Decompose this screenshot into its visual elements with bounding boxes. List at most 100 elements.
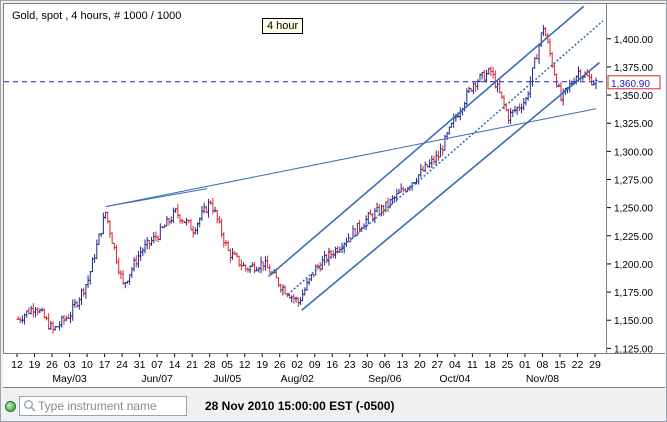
ohlc-bar — [294, 296, 298, 303]
x-month-label: Aug/02 — [281, 373, 314, 385]
ohlc-bar — [498, 78, 502, 94]
ohlc-bar — [58, 321, 62, 331]
ohlc-bar — [533, 57, 537, 69]
x-tick-label: 10 — [81, 359, 93, 371]
y-tick-label: 1,375.00 — [614, 63, 653, 74]
ohlc-bar — [90, 257, 94, 273]
x-month-label: Jun/07 — [141, 373, 173, 385]
ohlc-bar — [506, 108, 510, 124]
x-tick-label: 25 — [502, 359, 514, 371]
ohlc-bar — [482, 70, 486, 81]
x-tick-label: 21 — [186, 359, 198, 371]
ohlc-bar — [178, 214, 182, 224]
ohlc-bar — [281, 284, 285, 296]
ohlc-bar — [539, 32, 543, 47]
ohlc-bar — [165, 215, 169, 227]
ohlc-bar — [552, 62, 556, 76]
bottom-toolbar: 28 Nov 2010 15:00:00 EST (-0500) — [0, 392, 667, 420]
ohlc-bar — [522, 98, 526, 111]
ohlc-bar — [152, 232, 156, 244]
ohlc-bar — [303, 287, 307, 296]
ohlc-bar — [417, 174, 421, 185]
ohlc-bar — [513, 105, 517, 113]
x-tick-label: 23 — [344, 359, 356, 371]
last-price-label: 1,360.90 — [611, 79, 650, 90]
ohlc-bar — [130, 267, 134, 278]
ohlc-bar — [452, 113, 456, 128]
x-tick-label: 19 — [256, 359, 268, 371]
x-tick-label: 09 — [309, 359, 321, 371]
lower-channel-line — [301, 61, 601, 311]
ohlc-bar — [390, 195, 394, 205]
ohlc-bar — [202, 202, 206, 214]
ohlc-bar — [531, 67, 535, 87]
ohlc-bar — [211, 198, 215, 215]
x-tick-label: 29 — [589, 359, 601, 371]
y-tick-label: 1,250.00 — [614, 204, 653, 215]
ohlc-bar — [143, 239, 147, 254]
search-icon — [24, 400, 36, 412]
ohlc-bar — [29, 305, 33, 315]
y-tick-label: 1,350.00 — [614, 91, 653, 102]
period-label[interactable]: 4 hour — [262, 18, 304, 34]
price-axis[interactable]: 1,125.00 1,150.00 1,175.00 1,200.00 1,225.00… — [607, 3, 665, 355]
x-tick-label: 24 — [116, 359, 128, 371]
ohlc-bar — [206, 198, 210, 218]
ohlc-bar — [430, 155, 434, 168]
x-tick-label: 06 — [379, 359, 391, 371]
x-tick-label: 02 — [291, 359, 303, 371]
ohlc-bar — [51, 321, 55, 334]
ohlc-bar — [156, 235, 160, 242]
time-axis[interactable]: 12 19 26 03 10 17 24 31 07 14 21 28 05 12 19 26 02 09 16 23… — [3, 354, 665, 388]
x-tick-label: 01 — [519, 359, 531, 371]
ohlc-bar — [20, 315, 24, 324]
ohlc-bar — [169, 216, 173, 224]
ohlc-bar — [474, 82, 478, 92]
ohlc-bar — [320, 255, 324, 270]
ohlc-bar — [279, 283, 283, 293]
y-tick-label: 1,400.00 — [614, 35, 653, 46]
ohlc-bar — [439, 143, 443, 158]
ohlc-bar — [128, 274, 132, 285]
ohlc-bar — [189, 218, 193, 231]
ohlc-bar — [443, 134, 447, 151]
ohlc-bar — [590, 73, 594, 86]
price-chart-svg[interactable] — [4, 4, 606, 353]
ohlc-bar — [88, 270, 92, 285]
chart-plot-area[interactable]: Gold, spot , 4 hours, # 1000 / 1000 4 ho… — [3, 3, 607, 354]
ohlc-bar — [386, 197, 390, 212]
ohlc-bar — [266, 255, 270, 269]
x-tick-label: 19 — [29, 359, 41, 371]
ohlc-bar — [47, 313, 51, 330]
ohlc-bar — [467, 86, 471, 94]
x-tick-label: 04 — [449, 359, 461, 371]
ohlc-bar — [217, 215, 221, 224]
ohlc-bar — [283, 285, 287, 295]
instrument-search-input[interactable] — [38, 398, 183, 414]
y-tick-label: 1,275.00 — [614, 176, 653, 187]
ohlc-bar — [231, 248, 235, 260]
ohlc-bar — [154, 231, 158, 242]
ohlc-bar — [239, 259, 243, 271]
ohlc-bar — [493, 70, 497, 89]
ohlc-bar — [373, 207, 377, 224]
ohlc-bar — [79, 288, 83, 305]
ohlc-bar — [436, 150, 440, 162]
x-tick-label: 31 — [134, 359, 146, 371]
instrument-search-box[interactable] — [19, 396, 187, 416]
ohlc-bar — [38, 308, 42, 313]
peak-connector-line — [105, 188, 208, 208]
ohlc-bar — [222, 232, 226, 248]
ohlc-bar — [399, 183, 403, 193]
ohlc-bar — [325, 253, 329, 263]
ohlc-bar — [40, 307, 44, 312]
x-month-label: Nov/08 — [526, 373, 559, 385]
ohlc-bar — [432, 155, 436, 165]
ohlc-bar — [397, 188, 401, 195]
ohlc-bar — [200, 205, 204, 221]
y-tick-label: 1,200.00 — [614, 260, 653, 271]
ohlc-bar — [228, 248, 232, 263]
x-tick-label: 03 — [64, 359, 76, 371]
x-tick-label: 17 — [99, 359, 111, 371]
last-price-box — [607, 75, 661, 90]
